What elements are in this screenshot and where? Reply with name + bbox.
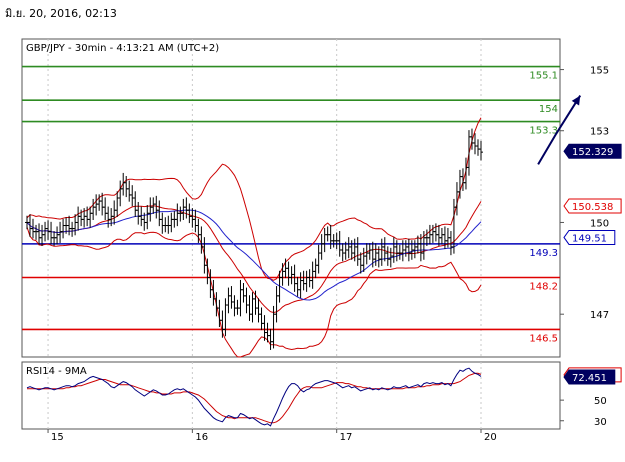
price-tag: [563, 198, 622, 214]
y-tick-label: 155: [590, 66, 609, 77]
price-tag: [563, 229, 616, 245]
projection-arrow-line: [537, 95, 582, 165]
price-tag-label: 72.451: [572, 373, 607, 384]
rsi-y-tick-label: 30: [594, 417, 607, 428]
y-tick-label: 150: [590, 218, 609, 229]
x-tick-label: 15: [51, 432, 64, 443]
chart-title: GBP/JPY - 30min - 4:13:21 AM (UTC+2): [26, 43, 219, 54]
level-label: 146.5: [529, 333, 558, 344]
bollinger-lower: [26, 226, 482, 358]
price-tag-label: 149.51: [572, 233, 607, 244]
x-tick-label: 16: [195, 432, 208, 443]
x-tick-label: 20: [484, 432, 497, 443]
level-label: 148.2: [529, 282, 558, 293]
level-label: 155.1: [529, 71, 558, 82]
main-panel: [21, 38, 561, 358]
price-tag-label: 150.538: [572, 202, 613, 213]
level-label: 154: [539, 104, 558, 115]
price-tag: [563, 143, 622, 159]
x-tick-label: 17: [340, 432, 353, 443]
projection-arrow-head: [571, 95, 581, 106]
timestamp: มิ.ย. 20, 2016, 02:13: [5, 7, 117, 20]
rsi-y-tick-label: 50: [594, 396, 607, 407]
bollinger-upper: [26, 117, 482, 281]
price-tag: [563, 369, 616, 385]
rsi-panel: [21, 361, 561, 430]
level-label: 149.3: [529, 248, 558, 259]
price-tag-label: 152.329: [572, 147, 613, 158]
rsi-line: [26, 367, 482, 427]
y-tick-label: 147: [590, 310, 609, 321]
level-label: 153.3: [529, 126, 558, 137]
moving-average: [26, 209, 482, 301]
y-tick-label: 153: [590, 127, 609, 138]
ohlc-bars: [25, 128, 483, 350]
rsi-title: RSI14 - 9MA: [26, 366, 87, 377]
